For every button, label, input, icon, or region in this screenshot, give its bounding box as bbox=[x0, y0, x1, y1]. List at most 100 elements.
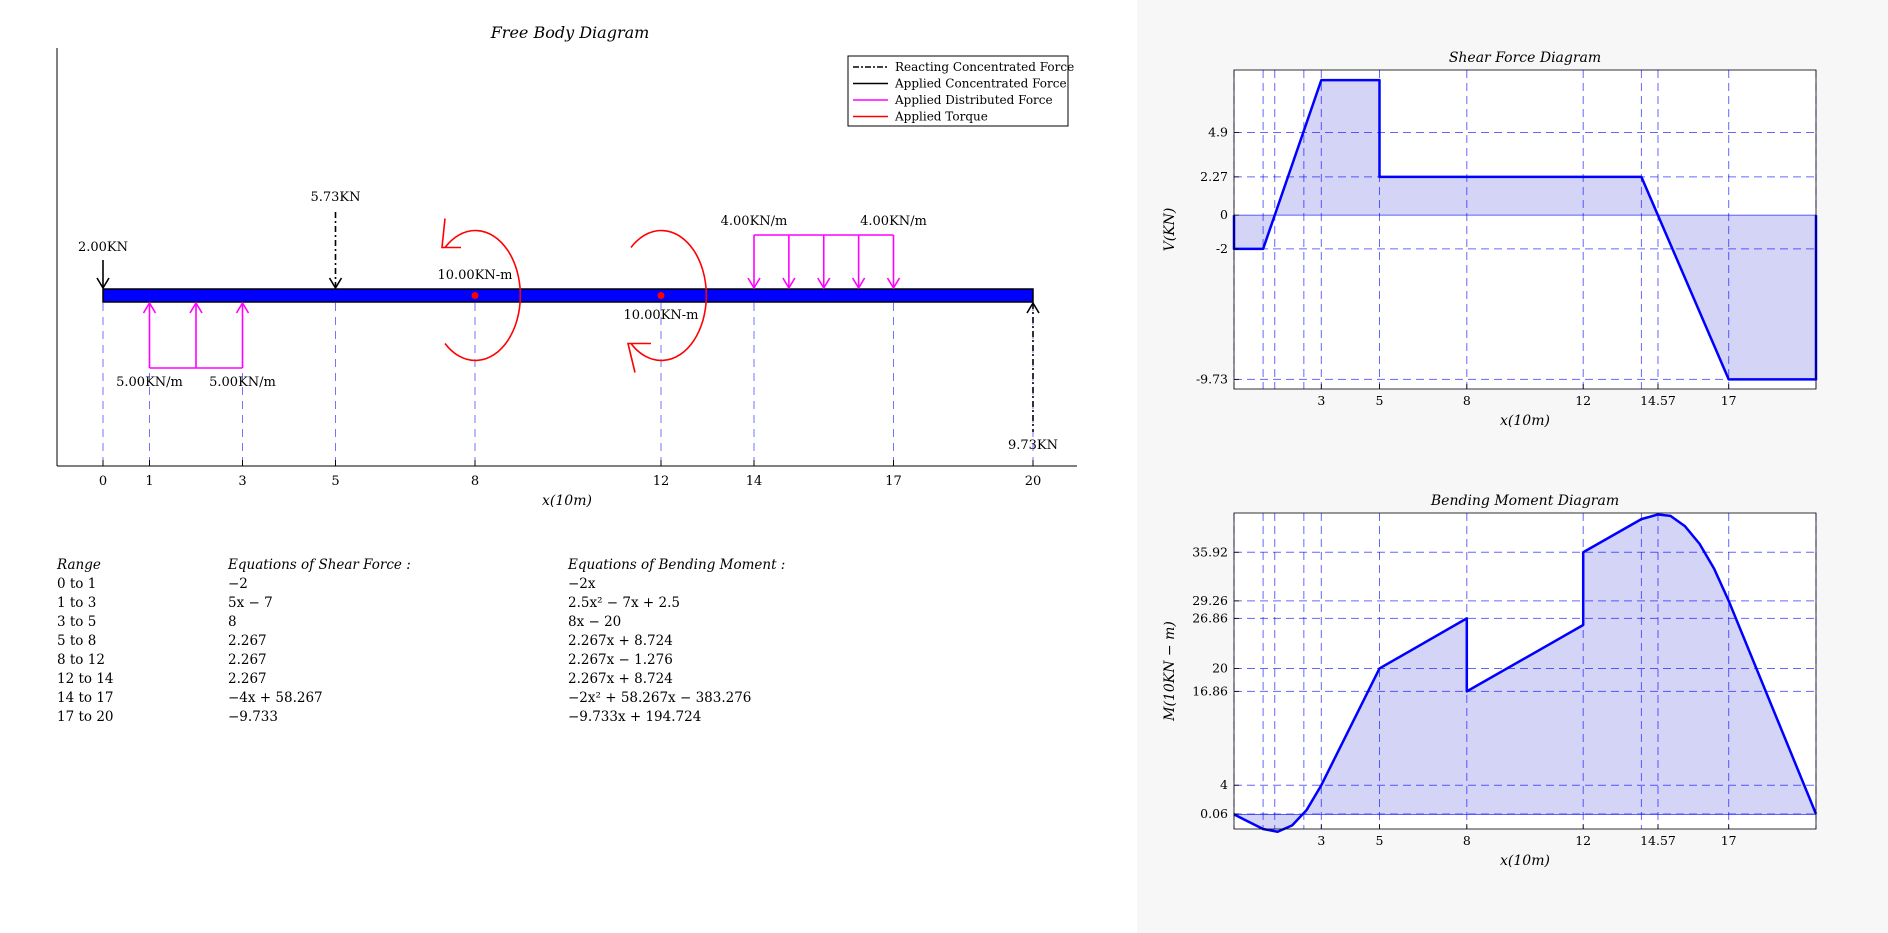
bmd-y-tick-label: 26.86 bbox=[1192, 610, 1228, 625]
row-moment: −2x² + 58.267x − 383.276 bbox=[568, 690, 752, 706]
reaction-arrowhead bbox=[1026, 301, 1040, 314]
sfd-x-tick-label: 17 bbox=[1721, 393, 1737, 408]
free-body-diagram-panel: Free Body Diagram 0 1 3 5 8 12 14 17 20 x(10m) 2.00… bbox=[56, 23, 1077, 509]
reaction-label: 5.73KN bbox=[310, 190, 360, 205]
diagrams-panel: 3 5 8 12 14.57 17 4.9 2.27 0 -2 -9.73 Shear Force D… bbox=[1137, 0, 1888, 933]
distributed-load-arrowhead bbox=[851, 277, 866, 290]
row-shear: 2.267 bbox=[228, 633, 267, 649]
sfd-line bbox=[1232, 78, 1818, 381]
bmd-x-tick-label: 5 bbox=[1376, 833, 1384, 848]
bmd-y-tick-label: 35.92 bbox=[1192, 544, 1228, 559]
torque-point bbox=[471, 292, 479, 299]
sfd-x-tick-label: 8 bbox=[1463, 393, 1471, 408]
bmd-line bbox=[1233, 513, 1818, 834]
bmd-x-tick-label: 14.57 bbox=[1640, 833, 1676, 848]
bmd-x-tick-label: 17 bbox=[1721, 833, 1737, 848]
distributed-load-label: 4.00KN/m bbox=[721, 214, 788, 229]
bmd-y-tick-label: 20 bbox=[1212, 660, 1228, 675]
bmd-y-tick-label: 4 bbox=[1220, 777, 1228, 792]
shear-force-diagram: 3 5 8 12 14.57 17 4.9 2.27 0 -2 -9.73 Shear Force D… bbox=[1162, 50, 1818, 429]
fbd-x-tick-label: 12 bbox=[653, 474, 670, 489]
legend-box bbox=[847, 55, 1069, 127]
torque-arc bbox=[444, 229, 522, 362]
point-load-arrowhead bbox=[96, 277, 110, 290]
bmd-x-tick-label: 8 bbox=[1463, 833, 1471, 848]
reaction-arrowhead bbox=[328, 277, 343, 290]
shear-header: Equations of Shear Force : bbox=[228, 557, 411, 573]
torque-point bbox=[657, 292, 665, 299]
sfd-x-label: x(10m) bbox=[1500, 413, 1550, 429]
bmd-x-label: x(10m) bbox=[1500, 853, 1550, 869]
distributed-load-arrowhead bbox=[189, 301, 203, 314]
row-shear: 2.267 bbox=[228, 671, 267, 687]
fbd-x-tick-label: 17 bbox=[885, 474, 902, 489]
row-shear: −2 bbox=[228, 576, 248, 592]
bmd-x-tick-label: 12 bbox=[1575, 833, 1591, 848]
sfd-title: Shear Force Diagram bbox=[1449, 50, 1601, 66]
fbd-title: Free Body Diagram bbox=[490, 23, 650, 42]
row-range: 5 to 8 bbox=[57, 633, 97, 649]
row-shear: −9.733 bbox=[228, 709, 278, 725]
sfd-x-tick-label: 14.57 bbox=[1640, 393, 1676, 408]
sfd-y-tick-label: 2.27 bbox=[1200, 169, 1228, 184]
bmd-title: Bending Moment Diagram bbox=[1430, 493, 1619, 509]
bmd-y-tick-label: 29.26 bbox=[1192, 593, 1228, 608]
row-range: 8 to 12 bbox=[57, 652, 105, 668]
row-range: 3 to 5 bbox=[57, 614, 97, 630]
moment-header: Equations of Bending Moment : bbox=[568, 557, 786, 573]
fbd-x-label: x(10m) bbox=[542, 493, 592, 509]
reaction-label: 9.73KN bbox=[1008, 438, 1058, 453]
bmd-x-tick-label: 3 bbox=[1317, 833, 1325, 848]
row-range: 14 to 17 bbox=[57, 690, 114, 706]
fbd-x-tick-label: 5 bbox=[331, 474, 339, 489]
row-moment: 2.267x − 1.276 bbox=[568, 652, 673, 668]
torque-label: 10.00KN-m bbox=[437, 268, 512, 283]
fbd-x-tick-label: 20 bbox=[1025, 474, 1042, 489]
distributed-load-label: 5.00KN/m bbox=[116, 375, 183, 390]
bmd-y-tick-label: 0.06 bbox=[1200, 806, 1228, 821]
row-range: 17 to 20 bbox=[57, 709, 114, 725]
distributed-load-label: 5.00KN/m bbox=[209, 375, 276, 390]
legend-label: Applied Concentrated Force bbox=[894, 77, 1067, 91]
row-moment: −2x bbox=[568, 576, 596, 592]
bmd-y-tick-label: 16.86 bbox=[1192, 683, 1228, 698]
beam bbox=[102, 288, 1034, 303]
point-load-label: 2.00KN bbox=[78, 240, 128, 255]
sfd-x-tick-label: 5 bbox=[1376, 393, 1384, 408]
distributed-load-arrowhead bbox=[747, 277, 761, 290]
distributed-load-label: 4.00KN/m bbox=[860, 214, 927, 229]
row-shear: 5x − 7 bbox=[228, 595, 273, 611]
torque-label: 10.00KN-m bbox=[623, 308, 698, 323]
legend-label: Applied Distributed Force bbox=[894, 93, 1053, 107]
sfd-frame bbox=[1233, 69, 1817, 390]
fbd-x-tick-label: 14 bbox=[746, 474, 763, 489]
row-moment: 2.5x² − 7x + 2.5 bbox=[568, 595, 680, 611]
sfd-y-tick-label: 4.9 bbox=[1208, 124, 1228, 139]
row-shear: 2.267 bbox=[228, 652, 267, 668]
fbd-x-tick-label: 8 bbox=[471, 474, 479, 489]
fbd-x-tick-label: 3 bbox=[238, 474, 246, 489]
range-header: Range bbox=[57, 557, 101, 573]
fbd-x-tick-label: 0 bbox=[99, 474, 107, 489]
row-shear: 8 bbox=[228, 614, 237, 630]
row-moment: −9.733x + 194.724 bbox=[568, 709, 702, 725]
row-range: 1 to 3 bbox=[57, 595, 97, 611]
torque-arrowhead bbox=[441, 218, 461, 249]
sfd-x-tick-label: 12 bbox=[1575, 393, 1591, 408]
legend-label: Applied Torque bbox=[894, 110, 988, 124]
row-range: 0 to 1 bbox=[57, 576, 97, 592]
distributed-load-arrowhead bbox=[782, 277, 796, 290]
distributed-load-arrowhead bbox=[235, 301, 250, 314]
torque-arc bbox=[630, 229, 708, 362]
row-moment: 8x − 20 bbox=[568, 614, 622, 630]
distributed-load-arrowhead bbox=[817, 277, 831, 290]
sfd-y-label: V(KN) bbox=[1162, 208, 1178, 252]
row-shear: −4x + 58.267 bbox=[228, 690, 323, 706]
row-range: 12 to 14 bbox=[57, 671, 114, 687]
free-body-diagram: Free Body Diagram 0 1 3 5 8 12 14 17 20 x(10m) 2.00… bbox=[56, 23, 1077, 509]
bmd-frame bbox=[1233, 512, 1817, 830]
sfd-y-tick-label: 0 bbox=[1220, 207, 1228, 222]
fbd-x-tick-label: 1 bbox=[145, 474, 153, 489]
torque-arrowhead bbox=[626, 342, 651, 373]
sfd-x-tick-label: 3 bbox=[1317, 393, 1325, 408]
